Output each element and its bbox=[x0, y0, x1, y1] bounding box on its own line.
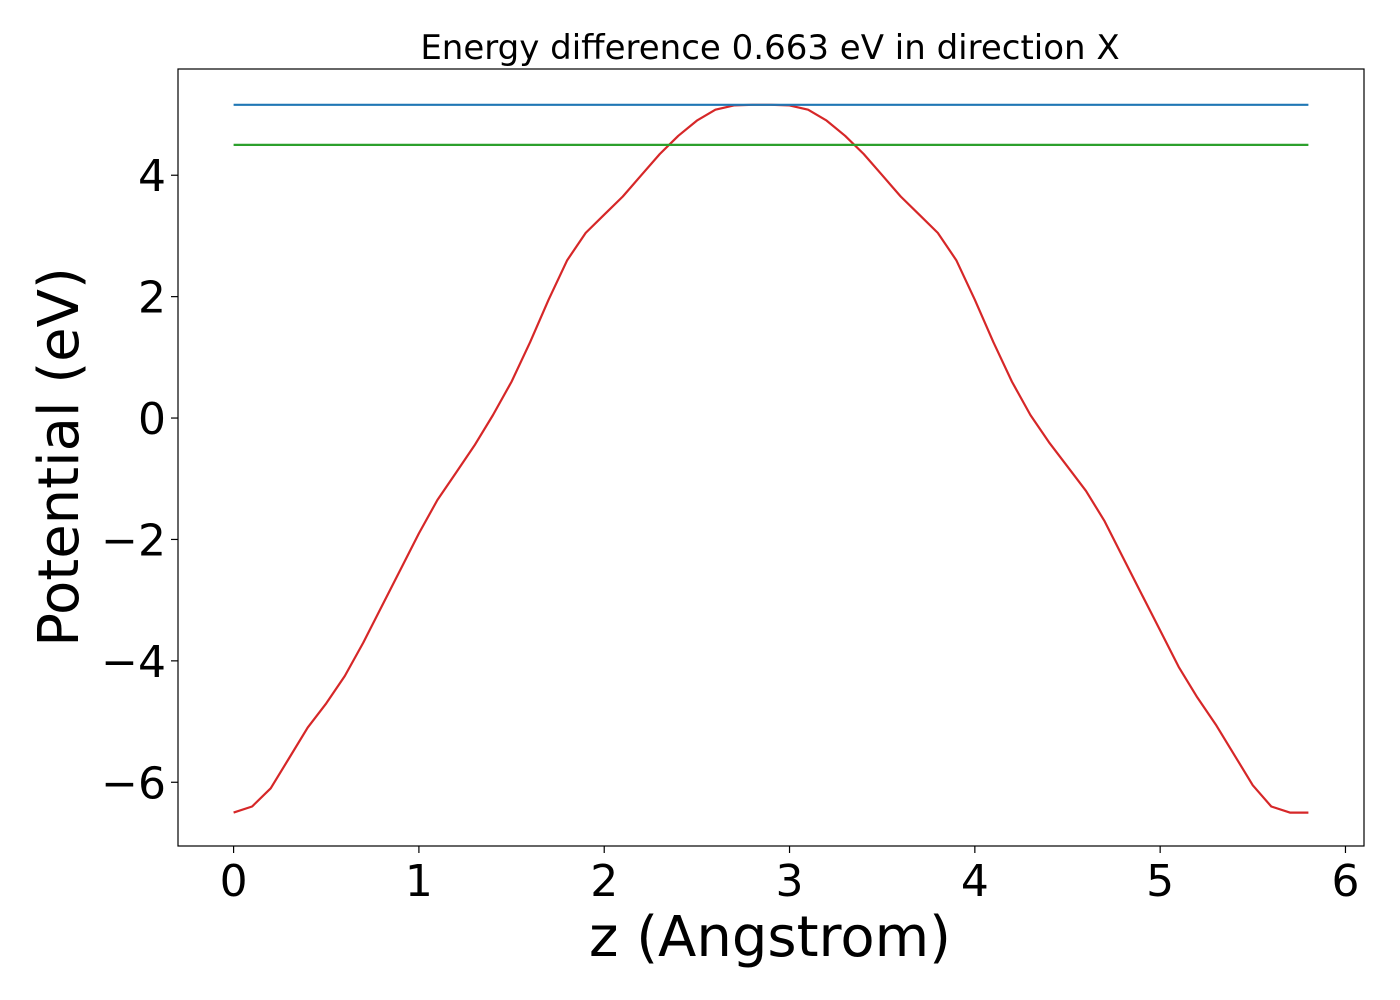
y-tick-label: −4 bbox=[101, 637, 166, 688]
y-tick-label: −6 bbox=[101, 758, 166, 809]
x-axis: 0 1 2 3 4 5 6 bbox=[220, 846, 1359, 907]
x-tick-label: 1 bbox=[405, 856, 433, 907]
series-layer bbox=[233, 103, 1309, 814]
y-axis: −6 −4 −2 0 2 4 bbox=[101, 151, 178, 809]
x-tick-label: 4 bbox=[961, 856, 989, 907]
x-tick-label: 6 bbox=[1331, 856, 1359, 907]
x-tick-label: 2 bbox=[590, 856, 618, 907]
x-tick-label: 3 bbox=[776, 856, 804, 907]
chart-title: Energy difference 0.663 eV in direction … bbox=[420, 28, 1119, 68]
plot-area-frame bbox=[177, 68, 1365, 847]
x-axis-title: z (Angstrom) bbox=[589, 905, 951, 970]
y-tick-label: −2 bbox=[101, 515, 166, 566]
y-tick-label: 4 bbox=[138, 151, 166, 202]
y-tick-label: 0 bbox=[138, 394, 166, 445]
y-tick-label: 2 bbox=[138, 273, 166, 324]
x-tick-label: 0 bbox=[220, 856, 248, 907]
y-axis-title: Potential (eV) bbox=[27, 267, 92, 647]
x-tick-label: 5 bbox=[1146, 856, 1174, 907]
series-line-0 bbox=[233, 103, 1309, 814]
